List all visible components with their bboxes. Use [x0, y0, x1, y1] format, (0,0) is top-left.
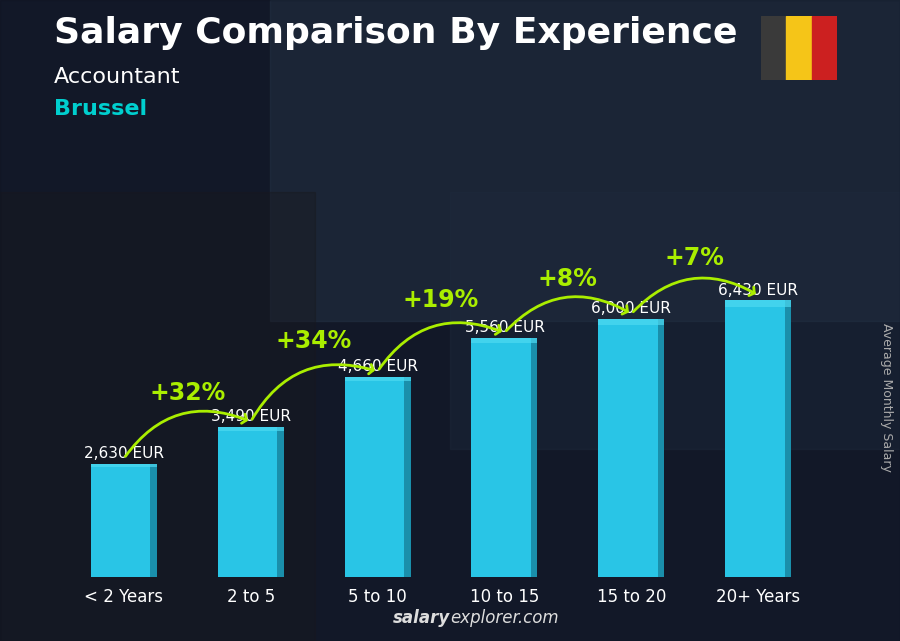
Bar — [345, 376, 410, 381]
Text: +7%: +7% — [665, 246, 725, 271]
Bar — [598, 319, 664, 325]
Bar — [0, 192, 315, 641]
Bar — [218, 427, 284, 431]
Bar — [658, 319, 664, 577]
Bar — [277, 427, 284, 577]
Text: Accountant: Accountant — [54, 67, 181, 87]
Bar — [725, 301, 791, 306]
Bar — [150, 464, 157, 577]
Bar — [472, 338, 537, 577]
Text: Salary Comparison By Experience: Salary Comparison By Experience — [54, 16, 737, 50]
Text: 6,000 EUR: 6,000 EUR — [591, 301, 671, 317]
Text: +19%: +19% — [403, 288, 479, 312]
Bar — [786, 16, 812, 80]
Bar — [598, 319, 664, 577]
Text: +8%: +8% — [538, 267, 598, 291]
Text: 3,490 EUR: 3,490 EUR — [211, 409, 291, 424]
Text: Average Monthly Salary: Average Monthly Salary — [880, 323, 893, 472]
Bar — [472, 338, 537, 344]
Text: 6,430 EUR: 6,430 EUR — [718, 283, 798, 298]
Bar — [785, 301, 791, 577]
Bar — [270, 0, 900, 320]
Text: +34%: +34% — [276, 329, 352, 353]
Bar — [91, 464, 157, 467]
Text: Brussel: Brussel — [54, 99, 147, 119]
Text: 2,630 EUR: 2,630 EUR — [84, 446, 164, 462]
Bar — [450, 192, 900, 449]
Bar — [404, 376, 410, 577]
Text: explorer.com: explorer.com — [450, 609, 559, 627]
Bar — [760, 16, 786, 80]
Bar — [218, 427, 284, 577]
Bar — [725, 301, 791, 577]
Bar — [812, 16, 837, 80]
Text: 5,560 EUR: 5,560 EUR — [464, 320, 544, 335]
Bar — [345, 376, 410, 577]
Bar — [91, 464, 157, 577]
Text: 4,660 EUR: 4,660 EUR — [338, 359, 418, 374]
Text: +32%: +32% — [149, 381, 225, 405]
Text: salary: salary — [392, 609, 450, 627]
Bar — [531, 338, 537, 577]
